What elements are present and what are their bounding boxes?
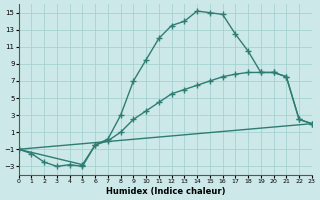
X-axis label: Humidex (Indice chaleur): Humidex (Indice chaleur): [106, 187, 225, 196]
